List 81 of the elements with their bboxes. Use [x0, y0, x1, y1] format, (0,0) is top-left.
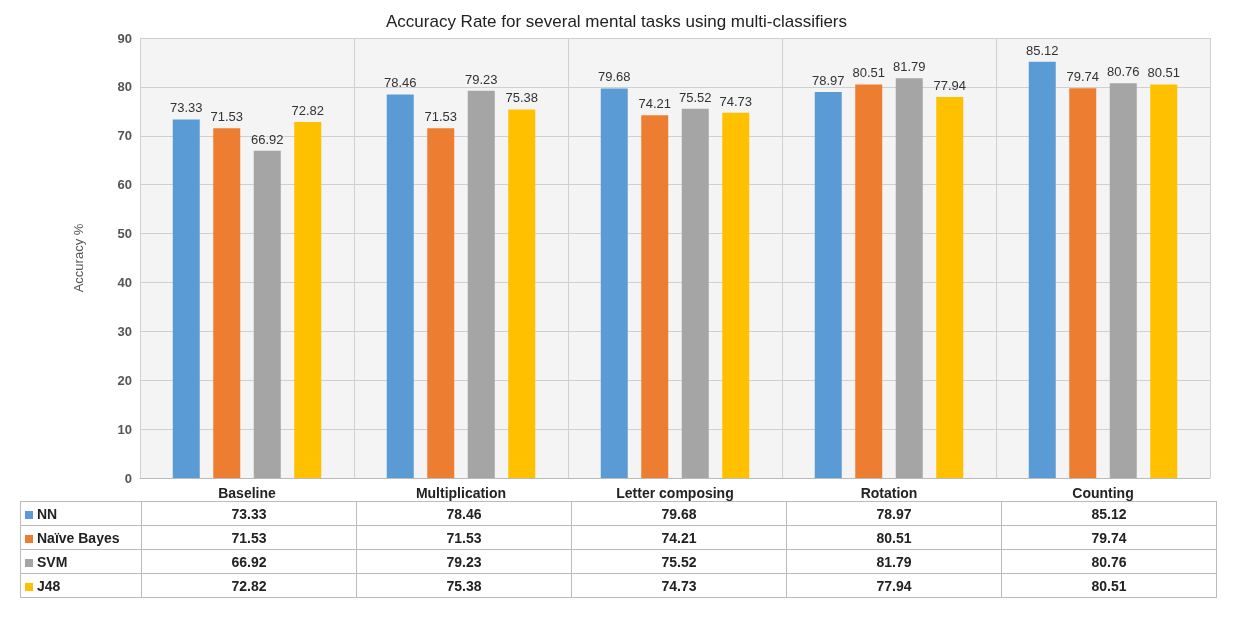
y-tick-label: 30	[117, 323, 132, 339]
bar	[294, 121, 322, 478]
x-tick-label: Counting	[1072, 485, 1134, 501]
annotation: 85.12	[1025, 42, 1059, 58]
y-tick-label: 40	[117, 274, 132, 290]
legend-label: SVM	[20, 549, 142, 574]
y-tick-label: 10	[117, 421, 132, 437]
legend-label: J48	[20, 573, 142, 598]
annotation: 79.23	[464, 71, 498, 87]
y-axis-title: Accuracy %	[71, 223, 86, 293]
x-tick-label: Baseline	[218, 485, 276, 501]
data-label: 74.73	[571, 573, 787, 598]
bar	[427, 128, 455, 478]
data-label: 73.33	[141, 501, 357, 526]
data-label: 75.38	[356, 573, 572, 598]
y-tick-label: 70	[117, 128, 132, 144]
bar	[253, 150, 281, 478]
bar	[213, 128, 241, 478]
y-tick-label: 0	[124, 470, 132, 486]
bar	[386, 94, 414, 478]
chart-title: Accuracy Rate for several mental tasks using multi-classifiers	[385, 12, 848, 31]
data-label: 80.51	[1001, 573, 1217, 598]
bar	[1150, 84, 1178, 478]
data-label: 66.92	[141, 549, 357, 574]
bar	[641, 115, 669, 478]
annotation: 75.38	[505, 90, 539, 106]
data-label: 79.74	[1001, 525, 1217, 550]
bar	[814, 91, 842, 478]
bar	[895, 78, 923, 478]
bar	[936, 96, 964, 478]
y-tick-label: 20	[117, 372, 132, 388]
annotation: 73.33	[169, 100, 203, 116]
annotation: 78.97	[811, 72, 845, 88]
annotation: 74.21	[638, 96, 672, 112]
bar	[1069, 88, 1097, 478]
bar	[467, 90, 495, 478]
data-label: 71.53	[141, 525, 357, 550]
annotation: 72.82	[291, 102, 325, 118]
annotation: 78.46	[383, 75, 417, 91]
annotation: 79.68	[597, 69, 631, 85]
annotation: 71.53	[210, 109, 244, 125]
annotation: 71.53	[424, 109, 458, 125]
x-tick-label: Multiplication	[415, 485, 507, 501]
y-tick-label: 90	[117, 30, 132, 46]
annotation: 75.52	[678, 89, 712, 105]
y-tick-label: 50	[117, 226, 132, 242]
annotation: 80.51	[852, 65, 886, 81]
annotation: 66.92	[250, 131, 284, 147]
bar	[1028, 61, 1056, 478]
data-label: 80.76	[1001, 549, 1217, 574]
data-label: 75.52	[571, 549, 787, 574]
x-tick-label: Letter composing	[616, 485, 734, 501]
bar	[600, 88, 628, 478]
data-label: 71.53	[356, 525, 572, 550]
data-label: 78.46	[356, 501, 572, 526]
y-tick-label: 60	[117, 177, 132, 193]
bar	[1109, 83, 1137, 478]
data-label: 85.12	[1001, 501, 1217, 526]
annotation: 79.74	[1066, 69, 1100, 85]
annotation: 80.51	[1147, 65, 1181, 81]
legend-label: Naïve Bayes	[20, 525, 142, 550]
data-label: 78.97	[786, 501, 1002, 526]
y-tick-label: 80	[117, 79, 132, 95]
x-tick-label: Rotation	[860, 485, 918, 501]
data-label: 79.23	[356, 549, 572, 574]
bar	[681, 108, 709, 478]
bar	[722, 112, 750, 478]
annotation: 80.76	[1106, 64, 1140, 80]
data-label: 72.82	[141, 573, 357, 598]
annotation: 74.73	[719, 93, 753, 109]
data-label: 74.21	[571, 525, 787, 550]
bar	[172, 119, 200, 478]
legend-label: NN	[20, 501, 142, 526]
bar	[855, 84, 883, 478]
annotation: 81.79	[892, 59, 926, 75]
data-label: 79.68	[571, 501, 787, 526]
data-label: 80.51	[786, 525, 1002, 550]
annotation: 77.94	[933, 77, 967, 93]
data-label: 81.79	[786, 549, 1002, 574]
bar	[508, 109, 536, 478]
data-label: 77.94	[786, 573, 1002, 598]
